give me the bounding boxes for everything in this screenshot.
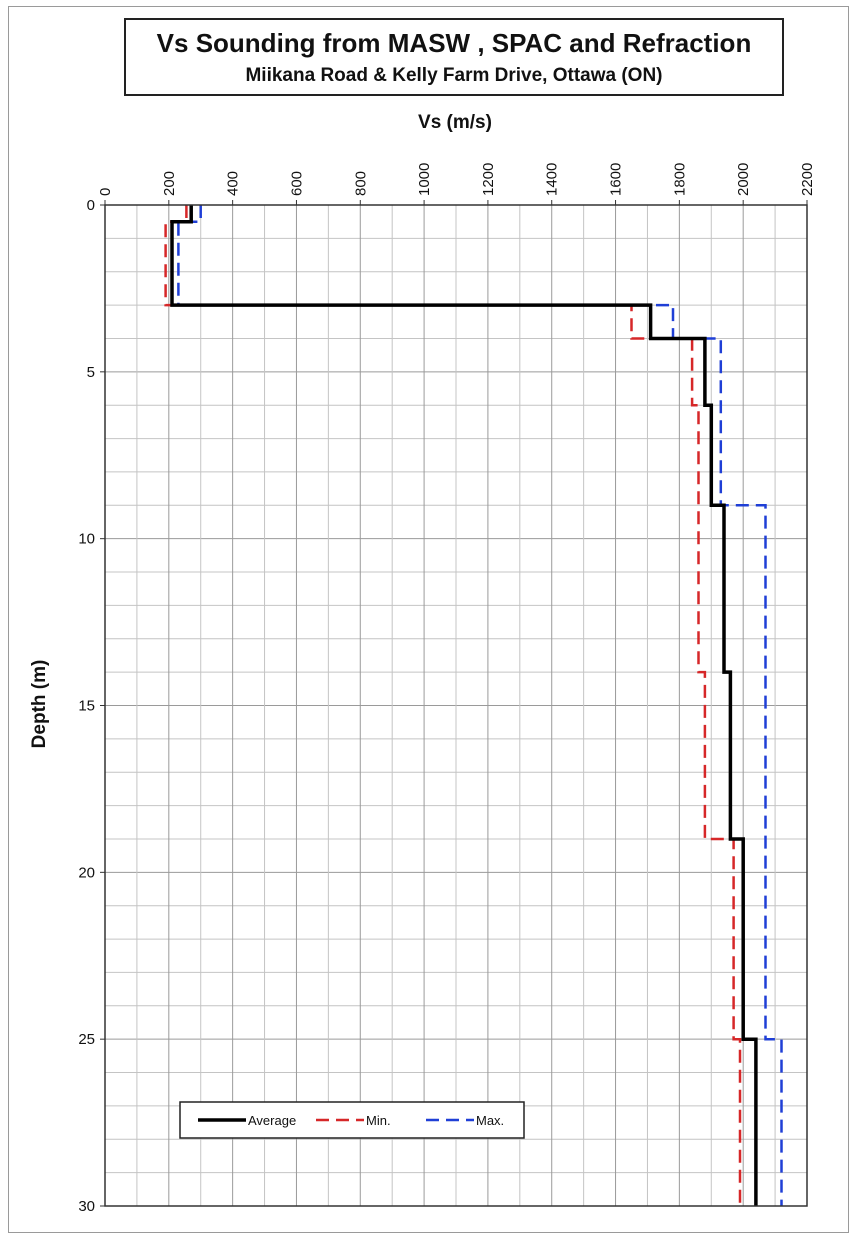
y-tick-label: 20	[78, 864, 95, 881]
y-tick-label: 10	[78, 531, 95, 548]
x-tick-label: 1400	[544, 163, 561, 196]
legend-label-max: Max.	[476, 1113, 504, 1128]
legend-label-min: Min.	[366, 1113, 391, 1128]
x-tick-label: 600	[288, 171, 305, 196]
x-tick-label: 2200	[799, 163, 816, 196]
x-tick-label: 400	[225, 171, 242, 196]
grid-lines	[105, 205, 807, 1206]
legend-label-average: Average	[248, 1113, 296, 1128]
legend: Average Min. Max.	[179, 1101, 525, 1139]
y-tick-label: 30	[78, 1198, 95, 1215]
y-tick-label: 5	[87, 364, 95, 381]
series-line-average	[170, 205, 758, 1206]
x-axis-label: Vs (m/s)	[418, 112, 492, 133]
x-tick-label: 2000	[735, 163, 752, 196]
chart-frame	[8, 6, 849, 1233]
series-lines	[164, 205, 783, 1206]
x-tick-label: 800	[352, 171, 369, 196]
x-tick-label: 0	[97, 188, 114, 196]
x-tick-label: 1200	[480, 163, 497, 196]
x-tick-label: 1800	[671, 163, 688, 196]
x-tick-label: 1600	[608, 163, 625, 196]
x-tick-label: 200	[161, 171, 178, 196]
y-tick-label: 25	[78, 1031, 95, 1048]
plot-border	[104, 204, 808, 1207]
y-tick-label: 15	[78, 698, 95, 715]
chart-subtitle: Miikana Road & Kelly Farm Drive, Ottawa …	[245, 65, 663, 86]
title-box: Vs Sounding from MASW , SPAC and Refract…	[124, 18, 784, 96]
x-tick-label: 1000	[416, 163, 433, 196]
y-tick-label: 0	[87, 197, 95, 214]
chart-title: Vs Sounding from MASW , SPAC and Refract…	[156, 28, 752, 58]
series-line-min	[164, 205, 742, 1206]
series-line-max	[177, 205, 783, 1206]
tick-labels: 0 200 400 600 800 1000 1200 1400 1600 1800 2000 220…	[78, 163, 816, 1215]
